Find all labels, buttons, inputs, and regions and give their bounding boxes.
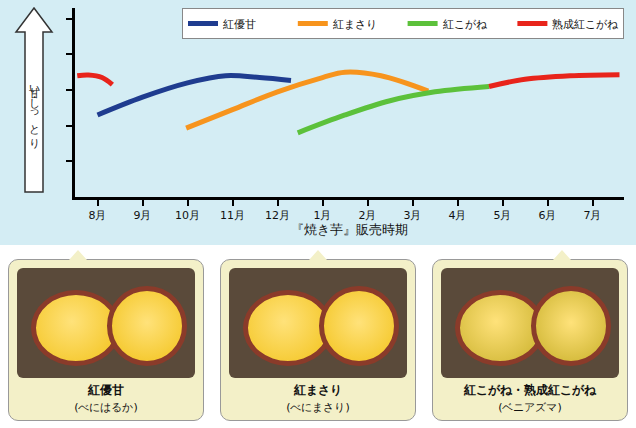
svg-text:『焼き芋』販売時期: 『焼き芋』販売時期 <box>291 222 408 237</box>
svg-text:熟成紅こがね: 熟成紅こがね <box>552 18 619 31</box>
svg-text:紅まさり: 紅まさり <box>333 18 377 31</box>
svg-text:5月: 5月 <box>494 209 512 222</box>
svg-text:12月: 12月 <box>265 209 290 222</box>
svg-text:6月: 6月 <box>539 209 557 222</box>
html-text:(べにはるか): (べにはるか) <box>74 401 138 414</box>
html-text:紅こがね・熟成紅こがね: 紅こがね・熟成紅こがね <box>464 383 596 397</box>
svg-text:9月: 9月 <box>134 209 152 222</box>
svg-text:紅優甘: 紅優甘 <box>223 18 256 31</box>
svg-text:7月: 7月 <box>584 209 602 222</box>
html-text:甘い・しっとり: 甘い・しっとり <box>28 77 41 143</box>
html-text:(ベニアズマ): (ベニアズマ) <box>498 401 562 414</box>
svg-text:4月: 4月 <box>449 209 467 222</box>
svg-text:紅こがね: 紅こがね <box>443 18 488 31</box>
html-text:紅まさり: 紅まさり <box>294 383 342 397</box>
svg-text:11月: 11月 <box>220 209 245 222</box>
svg-text:8月: 8月 <box>89 209 107 222</box>
svg-text:2月: 2月 <box>359 209 377 222</box>
html-text:紅優甘: 紅優甘 <box>88 383 124 397</box>
html-text:(べにまさり): (べにまさり) <box>286 401 350 414</box>
svg-text:3月: 3月 <box>404 209 422 222</box>
svg-text:1月: 1月 <box>314 209 332 222</box>
svg-text:10月: 10月 <box>175 209 200 222</box>
